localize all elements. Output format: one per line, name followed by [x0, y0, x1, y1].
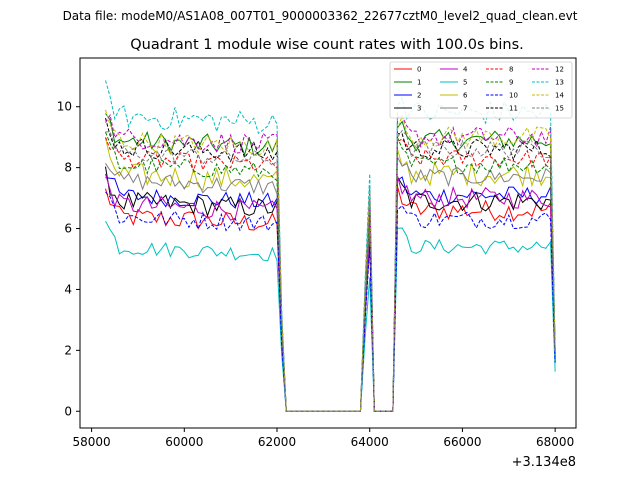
- x-axis: 58000 60000 62000 64000 66000 68000: [72, 428, 574, 449]
- series-line-15: [105, 129, 556, 412]
- legend-label-14: 14: [555, 92, 564, 100]
- legend-label-15: 15: [555, 105, 564, 113]
- series-line-7: [105, 156, 556, 412]
- legend-label-10: 10: [509, 92, 518, 100]
- y-tick-label: 10: [57, 100, 72, 114]
- y-tick-label: 6: [64, 222, 72, 236]
- legend-frame: [389, 61, 573, 119]
- y-tick-label: 2: [64, 343, 72, 357]
- legend-label-4: 4: [463, 66, 468, 74]
- legend-label-11: 11: [509, 105, 518, 113]
- legend-label-3: 3: [417, 105, 421, 113]
- y-tick-label: 4: [64, 282, 72, 296]
- legend-label-7: 7: [463, 105, 467, 113]
- legend-label-12: 12: [555, 66, 564, 74]
- x-tick-label: 58000: [72, 435, 110, 449]
- series-line-12: [105, 113, 556, 412]
- y-tick-label: 0: [64, 404, 72, 418]
- y-tick-label: 8: [64, 161, 72, 175]
- series-line-8: [105, 137, 556, 412]
- legend-label-9: 9: [509, 79, 513, 87]
- legend-label-1: 1: [417, 79, 421, 87]
- series-line-2: [105, 176, 556, 412]
- axes-frame: [79, 57, 577, 429]
- x-offset-label: +3.134e8: [512, 455, 576, 470]
- series-line-5: [105, 220, 556, 412]
- series-line-6: [105, 137, 556, 412]
- x-tick-label: 64000: [351, 435, 389, 449]
- chart-title: Quadrant 1 module wise count rates with …: [130, 37, 524, 53]
- x-tick-label: 66000: [443, 435, 481, 449]
- series-layer: [105, 80, 556, 412]
- legend-label-5: 5: [463, 79, 467, 87]
- legend-label-8: 8: [509, 66, 513, 74]
- x-tick-label: 62000: [258, 435, 296, 449]
- y-axis: 0 2 4 6 8 10: [57, 100, 80, 418]
- legend-label-2: 2: [417, 92, 421, 100]
- series-line-10: [105, 191, 556, 412]
- legend-label-6: 6: [463, 92, 468, 100]
- series-line-13: [105, 80, 556, 412]
- legend-label-13: 13: [555, 79, 564, 87]
- series-line-14: [105, 109, 556, 412]
- figure-suptitle: Data file: modeM0/AS1A08_007T01_90000033…: [63, 9, 578, 23]
- legend-label-0: 0: [417, 66, 421, 74]
- series-line-3: [105, 166, 556, 412]
- x-tick-label: 68000: [536, 435, 574, 449]
- x-tick-label: 60000: [165, 435, 203, 449]
- series-line-0: [105, 186, 556, 412]
